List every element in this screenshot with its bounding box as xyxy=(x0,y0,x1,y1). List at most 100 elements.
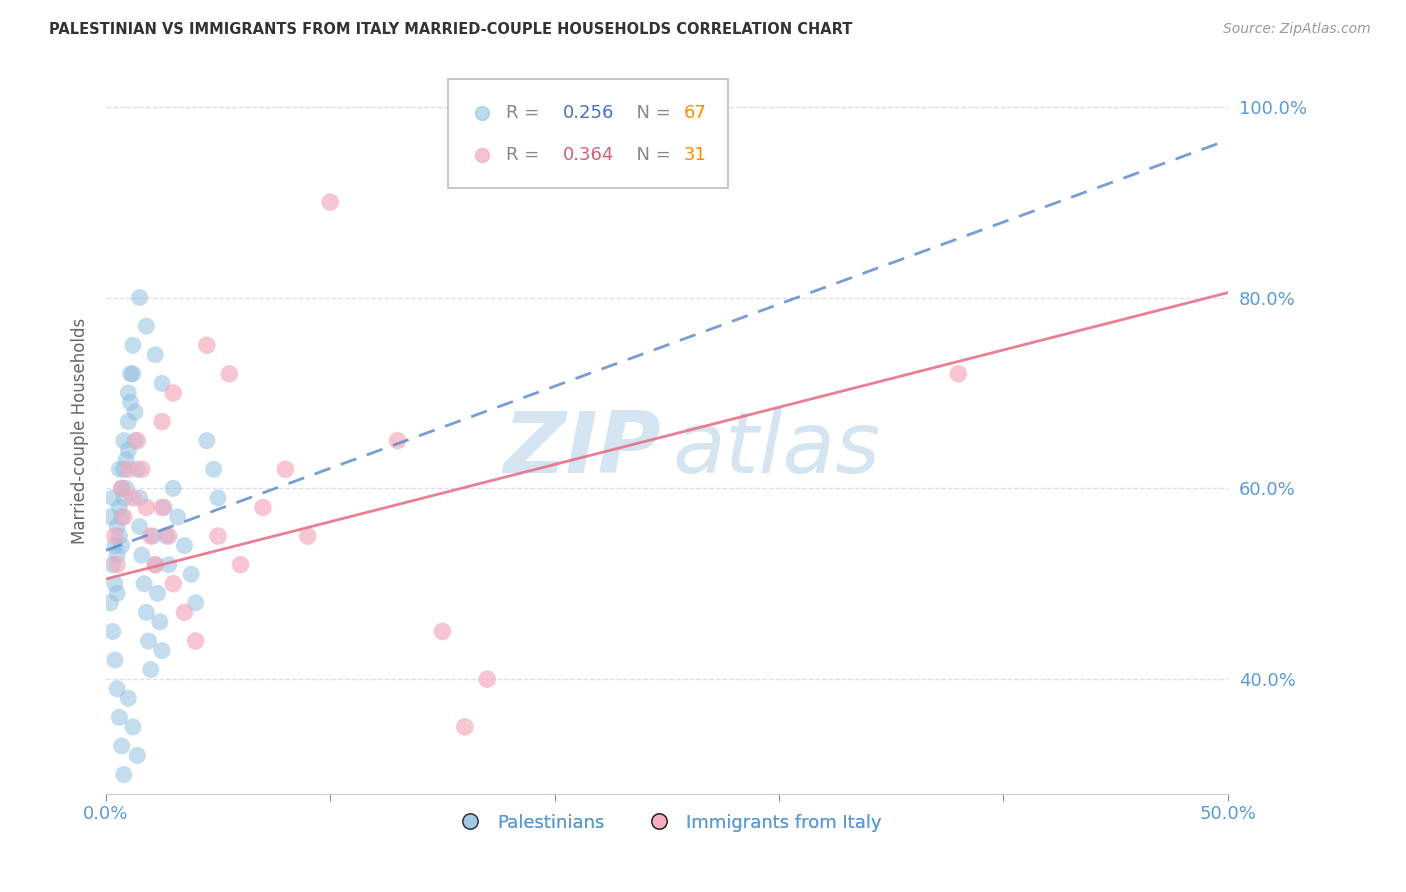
Point xyxy=(101,491,124,505)
Point xyxy=(121,367,143,381)
Text: N =: N = xyxy=(626,145,676,163)
Point xyxy=(101,558,124,572)
Point xyxy=(115,452,138,467)
Point xyxy=(162,481,184,495)
Point xyxy=(104,529,127,543)
Point xyxy=(173,539,195,553)
Text: PALESTINIAN VS IMMIGRANTS FROM ITALY MARRIED-COUPLE HOUSEHOLDS CORRELATION CHART: PALESTINIAN VS IMMIGRANTS FROM ITALY MAR… xyxy=(49,22,852,37)
Point xyxy=(131,548,153,562)
Point xyxy=(135,500,157,515)
Point xyxy=(202,462,225,476)
Point xyxy=(207,529,229,543)
Point xyxy=(127,434,149,448)
Point xyxy=(112,767,135,781)
Point xyxy=(131,462,153,476)
Point xyxy=(173,606,195,620)
Point xyxy=(105,548,128,562)
Point xyxy=(115,796,138,810)
Text: R =: R = xyxy=(506,145,546,163)
Point xyxy=(229,558,252,572)
Point xyxy=(150,643,173,657)
Y-axis label: Married-couple Households: Married-couple Households xyxy=(72,318,89,544)
Text: N =: N = xyxy=(626,104,676,122)
Point xyxy=(105,558,128,572)
Point xyxy=(252,500,274,515)
Point xyxy=(143,348,166,362)
Point xyxy=(127,462,149,476)
Point xyxy=(150,415,173,429)
Point xyxy=(155,529,177,543)
Point xyxy=(387,434,409,448)
Point xyxy=(117,691,139,706)
Point xyxy=(477,672,499,686)
Point xyxy=(112,510,135,524)
Point xyxy=(101,624,124,639)
Point xyxy=(143,558,166,572)
Point xyxy=(948,367,970,381)
Point xyxy=(195,434,218,448)
Point xyxy=(105,586,128,600)
Point xyxy=(121,720,143,734)
Point xyxy=(110,510,132,524)
Point xyxy=(124,405,146,419)
Point xyxy=(117,386,139,401)
Point xyxy=(105,519,128,533)
Text: 31: 31 xyxy=(683,145,706,163)
Point xyxy=(117,415,139,429)
Point xyxy=(120,367,142,381)
Point xyxy=(127,748,149,763)
Point xyxy=(105,681,128,696)
FancyBboxPatch shape xyxy=(449,79,728,188)
Text: R =: R = xyxy=(506,104,546,122)
Text: Source: ZipAtlas.com: Source: ZipAtlas.com xyxy=(1223,22,1371,37)
Text: 67: 67 xyxy=(683,104,706,122)
Point xyxy=(108,500,131,515)
Point xyxy=(104,539,127,553)
Point xyxy=(112,434,135,448)
Point xyxy=(153,500,176,515)
Text: 0.256: 0.256 xyxy=(562,104,614,122)
Point xyxy=(143,558,166,572)
Point xyxy=(115,481,138,495)
Point xyxy=(162,576,184,591)
Point xyxy=(207,491,229,505)
Point xyxy=(100,596,122,610)
Point xyxy=(108,462,131,476)
Point xyxy=(104,653,127,667)
Point xyxy=(110,739,132,753)
Point xyxy=(319,195,342,210)
Point xyxy=(121,338,143,352)
Point xyxy=(117,443,139,458)
Point xyxy=(139,529,162,543)
Point xyxy=(124,434,146,448)
Point xyxy=(150,376,173,391)
Point xyxy=(110,481,132,495)
Point xyxy=(104,576,127,591)
Point xyxy=(150,500,173,515)
Text: ZIP: ZIP xyxy=(503,408,661,491)
Point xyxy=(108,529,131,543)
Point xyxy=(128,519,150,533)
Point xyxy=(117,462,139,476)
Point xyxy=(149,615,172,629)
Point xyxy=(110,539,132,553)
Point xyxy=(135,319,157,334)
Point xyxy=(184,634,207,648)
Point xyxy=(146,586,169,600)
Legend: Palestinians, Immigrants from Italy: Palestinians, Immigrants from Italy xyxy=(444,806,889,839)
Point xyxy=(195,338,218,352)
Point xyxy=(128,291,150,305)
Point xyxy=(157,529,180,543)
Point xyxy=(454,720,477,734)
Point xyxy=(432,624,454,639)
Point xyxy=(166,510,188,524)
Point xyxy=(100,510,122,524)
Point xyxy=(162,386,184,401)
Point xyxy=(110,481,132,495)
Point xyxy=(120,395,142,409)
Point xyxy=(108,710,131,724)
Point xyxy=(274,462,297,476)
Point xyxy=(128,491,150,505)
Text: 0.364: 0.364 xyxy=(562,145,614,163)
Point xyxy=(142,529,165,543)
